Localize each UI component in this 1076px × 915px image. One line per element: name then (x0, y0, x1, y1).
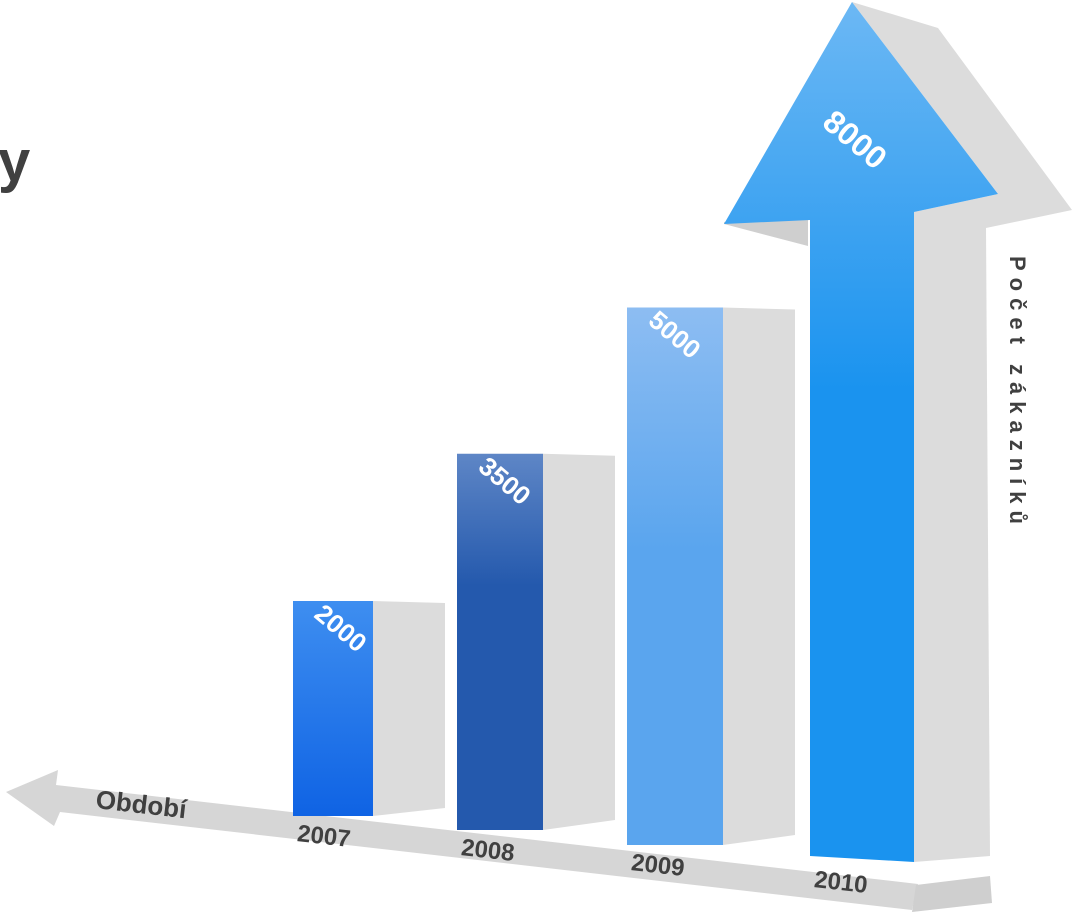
bar-side (373, 601, 445, 816)
bar-2008 (457, 453, 543, 830)
bar-2007 (293, 601, 373, 816)
bar-side (852, 2, 1072, 862)
bar-side (723, 307, 795, 845)
x-axis-arrow (6, 770, 918, 910)
bar-2009 (627, 307, 723, 845)
bar-side (543, 453, 615, 830)
x-axis-end (912, 876, 992, 912)
tick-label-2008: 2008 (460, 834, 516, 867)
tick-label-2007: 2007 (296, 820, 352, 853)
bar-2010 (724, 2, 998, 862)
y-axis-label: Počet zákazníků (1005, 256, 1030, 531)
x-axis-label: Období (94, 784, 189, 824)
title-fragment: y (0, 129, 31, 194)
tick-label-2010: 2010 (813, 866, 869, 899)
tick-label-2009: 2009 (630, 849, 686, 882)
